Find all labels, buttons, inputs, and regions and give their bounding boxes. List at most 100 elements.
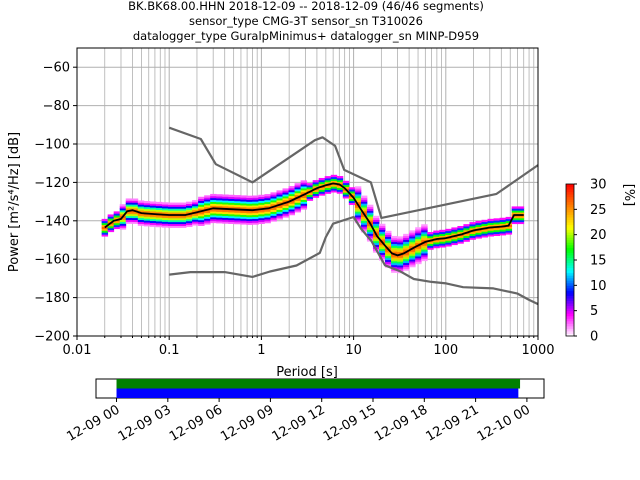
ppsd-cell [348, 187, 356, 190]
ppsd-cell [240, 204, 247, 208]
ppsd-cell [427, 241, 434, 244]
ppsd-cell [186, 220, 193, 224]
ppsd-cell [427, 237, 434, 241]
ppsd-cell [204, 197, 211, 200]
ppsd-cell [342, 182, 350, 186]
ppsd-cell [397, 240, 404, 243]
colorbar-segment [566, 287, 574, 291]
ppsd-cell [258, 217, 265, 221]
ppsd-cell [186, 203, 193, 206]
ppsd-cell [180, 216, 187, 219]
colorbar-segment [566, 224, 574, 228]
ppsd-cell [192, 207, 199, 211]
ppsd-cell [511, 212, 519, 215]
ppsd-cell [252, 195, 259, 198]
ppsd-cell [427, 233, 434, 237]
ppsd-cell [427, 232, 434, 235]
ppsd-cell [101, 226, 109, 229]
title-line-2: sensor_type CMG-3T sensor_sn T310026 [189, 14, 423, 28]
ppsd-cell [421, 249, 428, 252]
ppsd-cell [204, 201, 211, 204]
ppsd-cell [270, 198, 277, 201]
ppsd-cell [403, 254, 410, 258]
ppsd-cell [433, 243, 440, 247]
ppsd-cell [391, 257, 398, 260]
ppsd-cell [186, 205, 193, 208]
x-tick-label: 100 [433, 343, 458, 358]
colorbar-segment [566, 260, 574, 264]
ppsd-cell [475, 234, 482, 237]
ppsd-cell [180, 217, 187, 221]
ppsd-cell [421, 256, 428, 260]
ppsd-cell [216, 198, 223, 201]
ppsd-cell [463, 239, 470, 242]
ppsd-cell [119, 204, 127, 207]
ppsd-cell [137, 210, 145, 213]
ppsd-cell [107, 218, 115, 221]
ppsd-cell [403, 260, 410, 264]
ppsd-cell [372, 225, 380, 228]
ppsd-cell [192, 202, 199, 205]
ppsd-cell [264, 205, 271, 208]
ppsd-cell [360, 222, 368, 225]
ppsd-cell [240, 201, 247, 204]
colorbar-segment [566, 308, 574, 312]
ppsd-cell [276, 205, 283, 209]
ppsd-cell [439, 233, 446, 236]
ppsd-cell [306, 198, 314, 201]
colorbar-segment [566, 201, 574, 205]
ppsd-cell [155, 215, 163, 218]
ppsd-cell [167, 204, 175, 207]
ppsd-cell [222, 213, 229, 217]
ppsd-cell [318, 187, 326, 190]
ppsd-cell [397, 236, 404, 239]
ppsd-cell [391, 264, 398, 268]
ppsd-cell [264, 203, 271, 206]
ppsd-cell [499, 221, 507, 224]
colorbar-segment [566, 305, 574, 309]
ppsd-cell [481, 221, 488, 225]
ppsd-cell [222, 221, 229, 224]
ppsd-cell [481, 219, 488, 223]
ppsd-cell [469, 235, 476, 238]
ppsd-cell [379, 237, 386, 240]
ppsd-cell [457, 227, 464, 231]
ppsd-cell [415, 233, 422, 236]
ppsd-cell [264, 209, 271, 212]
ppsd-cell [173, 216, 181, 219]
ppsd-cell [385, 255, 392, 259]
ppsd-cell [137, 215, 145, 219]
ppsd-cell [487, 232, 494, 235]
ppsd-cell [457, 225, 464, 229]
ppsd-cell [192, 200, 199, 203]
ppsd-cell [312, 193, 320, 196]
ppsd-cell [204, 195, 211, 198]
ppsd-cell [143, 202, 151, 206]
ppsd-cell [252, 218, 259, 221]
ppsd-cell [204, 222, 211, 225]
ppsd-cell [125, 219, 133, 222]
ppsd-cell [210, 218, 217, 222]
ppsd-cell [379, 246, 386, 250]
ppsd-cell [119, 211, 127, 215]
ppsd-cell [421, 231, 428, 235]
ppsd-cell [282, 199, 289, 203]
ppsd-cell [445, 242, 452, 245]
ppsd-cell [131, 219, 139, 222]
ppsd-cell [348, 189, 356, 192]
ppsd-cell [372, 231, 380, 234]
ppsd-cell [173, 210, 181, 213]
ppsd-cell [180, 208, 187, 211]
ppsd-cell [216, 219, 223, 222]
colorbar-segment [566, 252, 574, 256]
ppsd-cell [222, 206, 229, 209]
ppsd-cell [258, 206, 265, 209]
ppsd-cell [421, 228, 428, 231]
ppsd-cell [342, 190, 350, 193]
ppsd-cell [330, 180, 338, 183]
ppsd-cell [379, 225, 386, 228]
ppsd-cell [204, 212, 211, 215]
ppsd-cell [131, 217, 139, 221]
ppsd-cell [493, 222, 500, 225]
ppsd-cell [385, 259, 392, 262]
